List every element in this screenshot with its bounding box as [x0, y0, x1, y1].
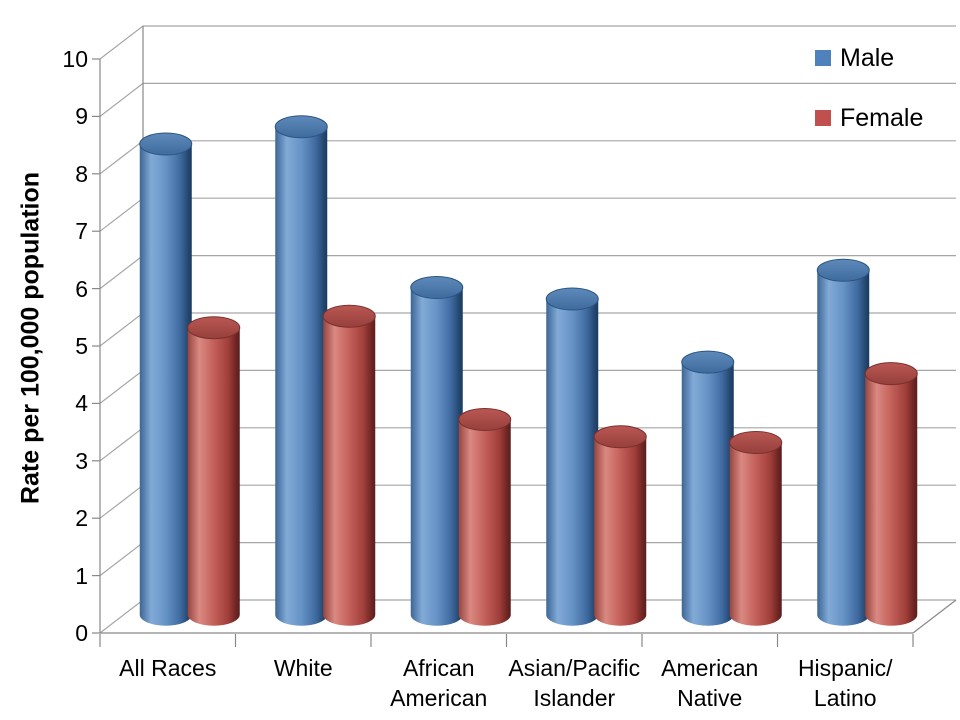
legend-label-male: Male: [840, 44, 895, 72]
bar-cylinder-female-4: [729, 431, 783, 626]
legend-label-female: Female: [840, 104, 924, 132]
legend: Male Female: [815, 42, 955, 162]
x-category-label: White: [273, 655, 333, 681]
y-tick-label: 2: [75, 505, 88, 532]
y-tick-label: 10: [62, 46, 88, 72]
y-tick-label: 7: [75, 218, 88, 245]
bar-cylinder-male-0: [139, 132, 193, 626]
bar-cylinder-female-1: [322, 304, 376, 626]
x-category-label: African American: [390, 655, 488, 711]
legend-swatch-female-icon: [815, 110, 831, 126]
x-category-label: American Native: [661, 655, 759, 711]
y-tick-label: 8: [75, 160, 88, 187]
legend-item-female: Female: [815, 102, 955, 134]
bars-layer: [139, 115, 918, 626]
x-category-label: Hispanic/ Latino: [797, 655, 893, 711]
y-tick-label: 9: [75, 103, 88, 130]
x-category-label: All Races: [119, 655, 217, 681]
y-tick-label: 0: [75, 620, 88, 646]
bar-cylinder-male-3: [545, 287, 599, 626]
bar-cylinder-male-5: [816, 258, 870, 626]
bar-cylinder-female-3: [593, 425, 647, 626]
bar-cylinder-male-4: [681, 350, 735, 626]
y-tick-label: 5: [75, 333, 88, 359]
bar-cylinder-female-0: [187, 316, 241, 626]
y-tick-label: 1: [75, 562, 88, 589]
x-category-label: Asian/Pacific Islander: [508, 655, 641, 711]
y-tick-label: 4: [75, 390, 88, 417]
legend-item-male: Male: [815, 42, 955, 74]
legend-swatch-male-icon: [815, 50, 831, 66]
bar-cylinder-male-2: [410, 276, 464, 626]
bar-cylinder-female-5: [864, 362, 918, 626]
bar-cylinder-female-2: [458, 408, 512, 626]
y-tick-label: 3: [75, 447, 88, 474]
bar-cylinder-male-1: [274, 115, 328, 626]
y-tick-label: 6: [75, 275, 88, 302]
